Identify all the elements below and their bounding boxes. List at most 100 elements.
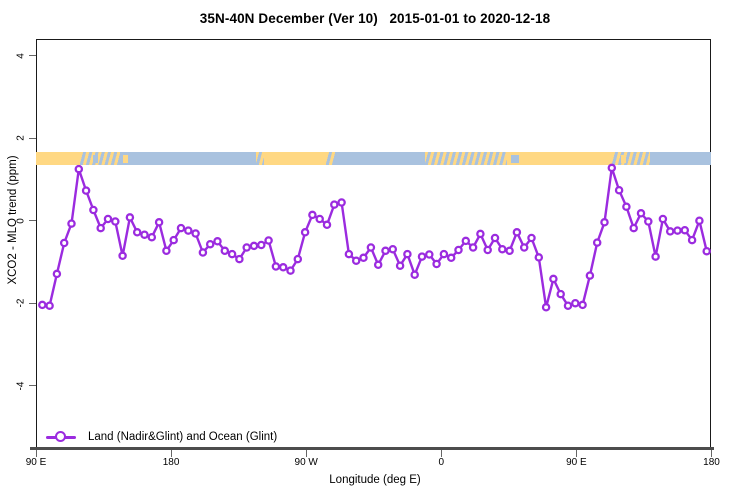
data-point-marker bbox=[67, 219, 76, 228]
data-point-marker bbox=[184, 226, 193, 235]
data-point-marker bbox=[132, 228, 142, 237]
data-point-marker bbox=[425, 250, 434, 259]
band-segment-coast bbox=[326, 152, 335, 165]
band-segment-ocean bbox=[649, 152, 712, 165]
data-point-marker bbox=[490, 233, 500, 243]
data-point-marker bbox=[191, 229, 200, 238]
data-point-marker bbox=[563, 301, 573, 310]
data-point-marker bbox=[446, 253, 456, 263]
data-point-marker bbox=[96, 223, 105, 233]
band-segment-land bbox=[36, 152, 80, 165]
data-point-marker bbox=[242, 243, 251, 252]
data-point-marker bbox=[359, 253, 368, 263]
data-point-marker bbox=[702, 246, 711, 256]
data-point-marker bbox=[52, 269, 62, 279]
band-patch-ocean bbox=[511, 155, 519, 163]
data-point-marker bbox=[125, 213, 135, 222]
data-point-marker bbox=[505, 246, 514, 256]
data-point-marker bbox=[59, 238, 69, 248]
band-segment-land bbox=[264, 152, 327, 165]
y-tick-label: -4 bbox=[15, 381, 27, 391]
data-point-marker bbox=[81, 186, 91, 195]
x-axis-label: Longitude (deg E) bbox=[329, 474, 421, 486]
data-point-marker bbox=[519, 243, 529, 252]
band-patch-land bbox=[123, 155, 128, 163]
data-point-marker bbox=[293, 254, 303, 264]
x-tick-mark bbox=[35, 450, 37, 457]
data-point-marker bbox=[395, 261, 405, 270]
data-point-marker bbox=[205, 239, 215, 249]
data-point-marker bbox=[439, 249, 449, 259]
data-point-marker bbox=[381, 246, 390, 256]
y-tick-mark bbox=[29, 55, 36, 57]
band-segment-land bbox=[507, 152, 613, 165]
data-point-marker bbox=[417, 252, 427, 261]
band-segment-coast bbox=[79, 152, 121, 165]
plot-area bbox=[36, 39, 711, 449]
x-tick-label: 90 E bbox=[25, 457, 47, 468]
data-point-marker bbox=[644, 217, 653, 226]
y-tick-mark bbox=[29, 220, 36, 222]
data-point-marker bbox=[147, 232, 157, 242]
data-point-marker bbox=[351, 256, 361, 265]
data-point-marker bbox=[600, 218, 609, 227]
data-point-marker bbox=[337, 198, 346, 207]
data-point-marker bbox=[687, 235, 697, 245]
data-point-marker bbox=[461, 236, 471, 246]
band-patch-ocean bbox=[93, 155, 98, 163]
data-point-marker bbox=[278, 263, 288, 272]
data-point-marker bbox=[476, 229, 485, 239]
data-point-marker bbox=[483, 245, 492, 255]
data-point-marker bbox=[366, 243, 376, 252]
data-point-marker bbox=[103, 214, 113, 224]
data-point-marker bbox=[468, 243, 478, 252]
data-point-marker bbox=[541, 303, 551, 312]
data-point-marker bbox=[403, 249, 412, 259]
data-point-marker bbox=[162, 246, 171, 256]
x-tick-mark bbox=[711, 450, 712, 457]
x-tick-label: 180 bbox=[703, 457, 720, 468]
y-tick-label: 4 bbox=[15, 52, 27, 59]
data-point-marker bbox=[154, 218, 164, 227]
data-point-marker bbox=[388, 244, 398, 254]
data-point-marker bbox=[410, 270, 419, 279]
band-segment-ocean bbox=[120, 152, 256, 165]
data-point-marker bbox=[614, 185, 624, 195]
data-point-marker bbox=[344, 249, 354, 259]
data-point-marker bbox=[680, 225, 690, 235]
data-point-marker bbox=[176, 223, 186, 233]
x-tick-mark bbox=[575, 450, 577, 457]
data-point-marker bbox=[373, 260, 383, 270]
band-patch-land bbox=[621, 155, 626, 163]
data-point-marker bbox=[264, 236, 273, 245]
data-point-marker bbox=[592, 238, 602, 247]
data-point-marker bbox=[629, 223, 638, 233]
data-point-marker bbox=[607, 163, 617, 173]
data-point-marker bbox=[213, 237, 222, 246]
data-point-marker bbox=[454, 245, 463, 255]
data-point-marker bbox=[322, 220, 332, 230]
data-point-marker bbox=[118, 251, 127, 261]
data-point-marker bbox=[578, 300, 587, 310]
data-point-marker bbox=[38, 300, 47, 310]
x-tick-label: 90 E bbox=[566, 457, 587, 468]
data-point-marker bbox=[622, 202, 631, 211]
data-point-marker bbox=[651, 252, 660, 261]
legend: Land (Nadir&Glint) and Ocean (Glint) bbox=[46, 429, 277, 445]
x-tick-label: 90 W bbox=[294, 457, 318, 468]
data-point-marker bbox=[527, 233, 536, 243]
data-point-marker bbox=[286, 266, 295, 275]
data-point-marker bbox=[534, 253, 544, 262]
data-point-marker bbox=[198, 248, 208, 257]
data-point-marker bbox=[227, 249, 237, 259]
data-point-marker bbox=[665, 227, 675, 236]
data-point-marker bbox=[257, 240, 266, 250]
x-tick-mark bbox=[305, 450, 307, 457]
x-tick-label: 0 bbox=[438, 457, 445, 468]
x-tick-mark bbox=[440, 450, 442, 457]
data-point-marker bbox=[249, 241, 259, 251]
data-point-marker bbox=[74, 164, 84, 174]
data-point-marker bbox=[695, 216, 704, 225]
data-point-marker bbox=[673, 226, 682, 235]
data-point-marker bbox=[89, 205, 98, 215]
